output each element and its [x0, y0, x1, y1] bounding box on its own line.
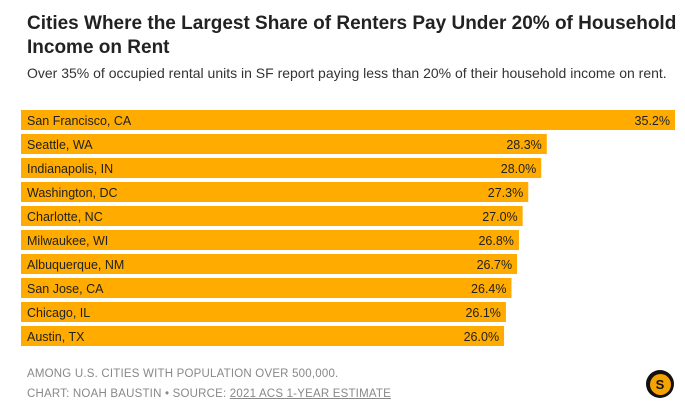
footer-credit-text: CHART: NOAH BAUSTIN • SOURCE: — [27, 388, 230, 400]
category-label-4: Charlotte, NC — [27, 210, 103, 224]
category-label-2: Indianapolis, IN — [27, 162, 113, 176]
value-label-2: 28.0% — [501, 162, 536, 176]
value-label-9: 26.0% — [464, 330, 499, 344]
bar-3 — [21, 182, 529, 202]
logo-letter: S — [649, 373, 671, 395]
value-label-8: 26.1% — [465, 306, 500, 320]
category-label-7: San Jose, CA — [27, 282, 104, 296]
bar-0 — [21, 110, 675, 130]
value-label-6: 26.7% — [477, 258, 512, 272]
bar-6 — [21, 254, 518, 274]
bar-7 — [21, 278, 512, 298]
footer-credit: CHART: NOAH BAUSTIN • SOURCE: 2021 ACS 1… — [27, 388, 391, 400]
category-label-5: Milwaukee, WI — [27, 234, 108, 248]
bar-1 — [21, 134, 547, 154]
chart-title: Cities Where the Largest Share of Renter… — [27, 13, 677, 58]
bar-2 — [21, 158, 542, 178]
footer-note: AMONG U.S. CITIES WITH POPULATION OVER 5… — [27, 368, 339, 380]
bar-9 — [21, 326, 505, 346]
value-label-0: 35.2% — [635, 114, 670, 128]
bar-8 — [21, 302, 506, 322]
category-label-9: Austin, TX — [27, 330, 85, 344]
bar-4 — [21, 206, 523, 226]
category-label-6: Albuquerque, NM — [27, 258, 124, 272]
brand-logo-icon: S — [646, 370, 674, 398]
source-link[interactable]: 2021 ACS 1-YEAR ESTIMATE — [229, 388, 391, 400]
chart-subtitle: Over 35% of occupied rental units in SF … — [27, 65, 667, 81]
value-label-1: 28.3% — [506, 138, 541, 152]
bar-5 — [21, 230, 519, 250]
category-label-8: Chicago, IL — [27, 306, 90, 320]
value-label-7: 26.4% — [471, 282, 506, 296]
value-label-3: 27.3% — [488, 186, 523, 200]
category-label-1: Seattle, WA — [27, 138, 93, 152]
value-label-4: 27.0% — [482, 210, 517, 224]
value-label-5: 26.8% — [478, 234, 513, 248]
category-label-0: San Francisco, CA — [27, 114, 132, 128]
category-label-3: Washington, DC — [27, 186, 118, 200]
